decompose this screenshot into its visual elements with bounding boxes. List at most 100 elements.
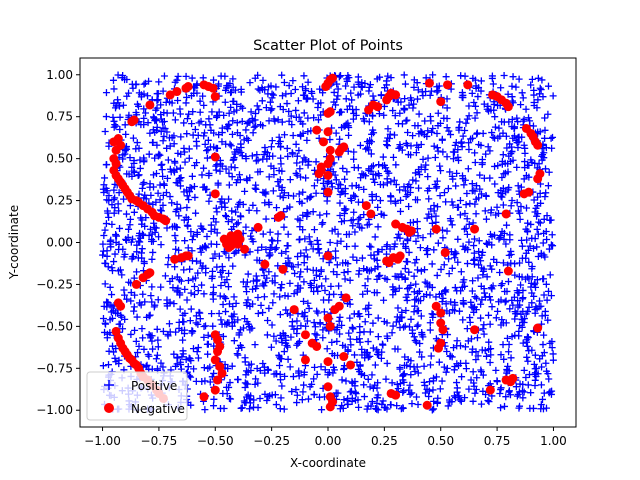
positive-point (282, 336, 290, 344)
positive-point (197, 248, 205, 256)
positive-point (127, 297, 135, 305)
positive-point (229, 262, 237, 270)
positive-point (392, 161, 400, 169)
positive-point (296, 198, 304, 206)
positive-point (514, 144, 522, 152)
positive-point (284, 230, 292, 238)
positive-point (323, 197, 331, 205)
positive-point (297, 249, 305, 257)
positive-point (166, 193, 174, 201)
positive-point (545, 287, 553, 295)
positive-point (268, 277, 276, 285)
positive-point (332, 247, 340, 255)
positive-point (491, 134, 499, 142)
positive-point (166, 277, 174, 285)
positive-point (221, 98, 229, 106)
positive-point (259, 360, 267, 368)
positive-point (354, 365, 362, 373)
positive-point (319, 334, 327, 342)
positive-point (396, 234, 404, 242)
positive-point (397, 98, 405, 106)
positive-point (531, 208, 539, 216)
positive-point (101, 128, 109, 136)
positive-point (160, 118, 168, 126)
positive-point (227, 142, 235, 150)
positive-point (330, 98, 338, 106)
positive-point (145, 312, 153, 320)
positive-point (443, 153, 451, 161)
positive-point (281, 372, 289, 380)
positive-point (238, 117, 246, 125)
positive-point (548, 231, 556, 239)
positive-point (331, 225, 339, 233)
negative-point (224, 243, 234, 253)
positive-point (373, 399, 381, 407)
positive-point (458, 373, 466, 381)
negative-point (433, 343, 443, 353)
positive-point (416, 340, 424, 348)
positive-point (514, 390, 522, 398)
positive-point (508, 116, 516, 124)
negative-point (323, 251, 333, 261)
positive-point (137, 301, 145, 309)
positive-point (503, 144, 511, 152)
positive-point (226, 379, 234, 387)
positive-point (477, 314, 485, 322)
positive-point (430, 374, 438, 382)
positive-point (462, 359, 470, 367)
positive-point (396, 141, 404, 149)
positive-point (486, 320, 494, 328)
positive-point (185, 188, 193, 196)
positive-point (469, 368, 477, 376)
y-tick-label: −0.50 (36, 319, 73, 333)
positive-point (447, 217, 455, 225)
positive-point (140, 114, 148, 122)
negative-point (470, 224, 480, 234)
positive-point (236, 212, 244, 220)
positive-point (122, 235, 130, 243)
positive-point (502, 297, 510, 305)
positive-point (265, 152, 273, 160)
positive-point (439, 148, 447, 156)
positive-point (276, 405, 284, 413)
positive-point (193, 159, 201, 167)
positive-point (434, 394, 442, 402)
positive-point (297, 268, 305, 276)
positive-point (335, 317, 343, 325)
positive-point (444, 331, 452, 339)
positive-point (99, 314, 107, 322)
positive-point (360, 328, 368, 336)
y-tick-label: −0.75 (36, 361, 73, 375)
positive-point (502, 319, 510, 327)
positive-point (210, 76, 218, 84)
positive-point (424, 245, 432, 253)
positive-point (264, 366, 272, 374)
positive-point (229, 303, 237, 311)
positive-point (194, 354, 202, 362)
positive-point (433, 177, 441, 185)
positive-point (470, 242, 478, 250)
positive-point (234, 316, 242, 324)
positive-point (471, 187, 479, 195)
positive-point (382, 141, 390, 149)
positive-point (336, 211, 344, 219)
positive-point (316, 211, 324, 219)
positive-point (432, 184, 440, 192)
positive-point (285, 107, 293, 115)
positive-point (160, 132, 168, 140)
positive-point (157, 207, 165, 215)
positive-point (537, 302, 545, 310)
positive-point (234, 203, 242, 211)
positive-point (200, 290, 208, 298)
positive-point (223, 320, 231, 328)
positive-point (465, 146, 473, 154)
positive-point (433, 144, 441, 152)
positive-point (373, 350, 381, 358)
positive-point (266, 251, 274, 259)
positive-point (343, 243, 351, 251)
positive-point (496, 389, 504, 397)
positive-point (276, 361, 284, 369)
positive-point (365, 166, 373, 174)
positive-point (399, 240, 407, 248)
positive-point (189, 131, 197, 139)
